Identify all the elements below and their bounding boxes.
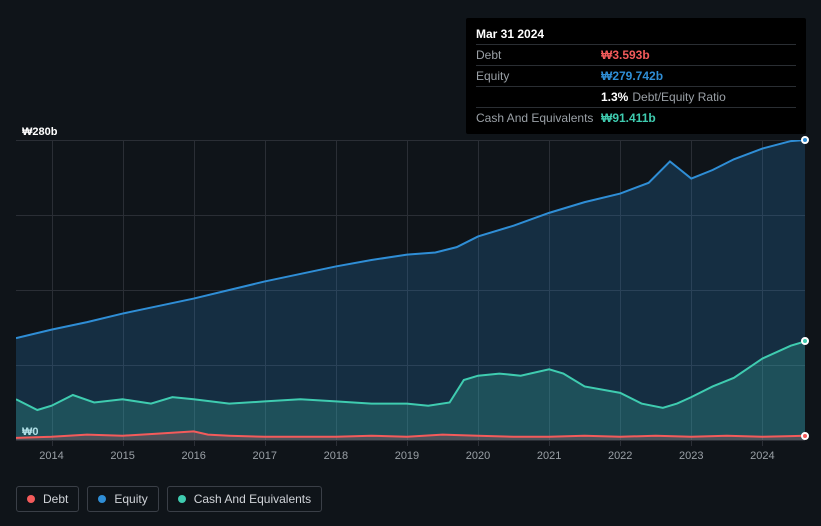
legend-item-debt[interactable]: Debt — [16, 486, 79, 512]
chart-plot[interactable] — [16, 140, 805, 440]
x-axis-label: 2016 — [181, 450, 205, 462]
legend-item-equity[interactable]: Equity — [87, 486, 158, 512]
tooltip-extra: Debt/Equity Ratio — [632, 90, 725, 104]
tooltip-label: Debt — [476, 48, 601, 62]
cash-end-dot — [801, 337, 809, 345]
debt-end-dot — [801, 432, 809, 440]
x-axis-label: 2015 — [110, 450, 134, 462]
x-axis-label: 2014 — [39, 450, 63, 462]
tooltip-value: 1.3%Debt/Equity Ratio — [601, 90, 726, 104]
tooltip-row: Cash And Equivalents₩91.411b — [476, 107, 796, 128]
legend-dot — [178, 495, 186, 503]
tooltip-row: 1.3%Debt/Equity Ratio — [476, 86, 796, 107]
tooltip-row: Debt₩3.593b — [476, 44, 796, 65]
legend-label: Cash And Equivalents — [194, 492, 311, 506]
tooltip-label: Equity — [476, 69, 601, 83]
gridline — [16, 440, 805, 441]
tooltip-date: Mar 31 2024 — [476, 24, 796, 44]
tooltip-value: ₩91.411b — [601, 111, 656, 125]
equity-area — [16, 140, 805, 440]
x-axis-label: 2017 — [253, 450, 277, 462]
x-axis-label: 2021 — [537, 450, 561, 462]
legend-dot — [27, 495, 35, 503]
y-axis-label: ₩280b — [22, 126, 57, 138]
legend-item-cash-and-equivalents[interactable]: Cash And Equivalents — [167, 486, 322, 512]
legend-dot — [98, 495, 106, 503]
tooltip-value: ₩3.593b — [601, 48, 650, 62]
tooltip: Mar 31 2024 Debt₩3.593bEquity₩279.742b1.… — [466, 18, 806, 134]
equity-end-dot — [801, 136, 809, 144]
legend: Debt Equity Cash And Equivalents — [16, 486, 322, 512]
x-axis-label: 2024 — [750, 450, 774, 462]
tooltip-row: Equity₩279.742b — [476, 65, 796, 86]
x-axis-label: 2019 — [395, 450, 419, 462]
legend-label: Equity — [114, 492, 147, 506]
x-axis-label: 2023 — [679, 450, 703, 462]
x-axis-label: 2018 — [324, 450, 348, 462]
x-axis-label: 2020 — [466, 450, 490, 462]
tooltip-label: Cash And Equivalents — [476, 111, 601, 125]
x-axis-label: 2022 — [608, 450, 632, 462]
tooltip-label — [476, 90, 601, 104]
legend-label: Debt — [43, 492, 68, 506]
tooltip-value: ₩279.742b — [601, 69, 663, 83]
chart-container: Mar 31 2024 Debt₩3.593bEquity₩279.742b1.… — [0, 0, 821, 526]
